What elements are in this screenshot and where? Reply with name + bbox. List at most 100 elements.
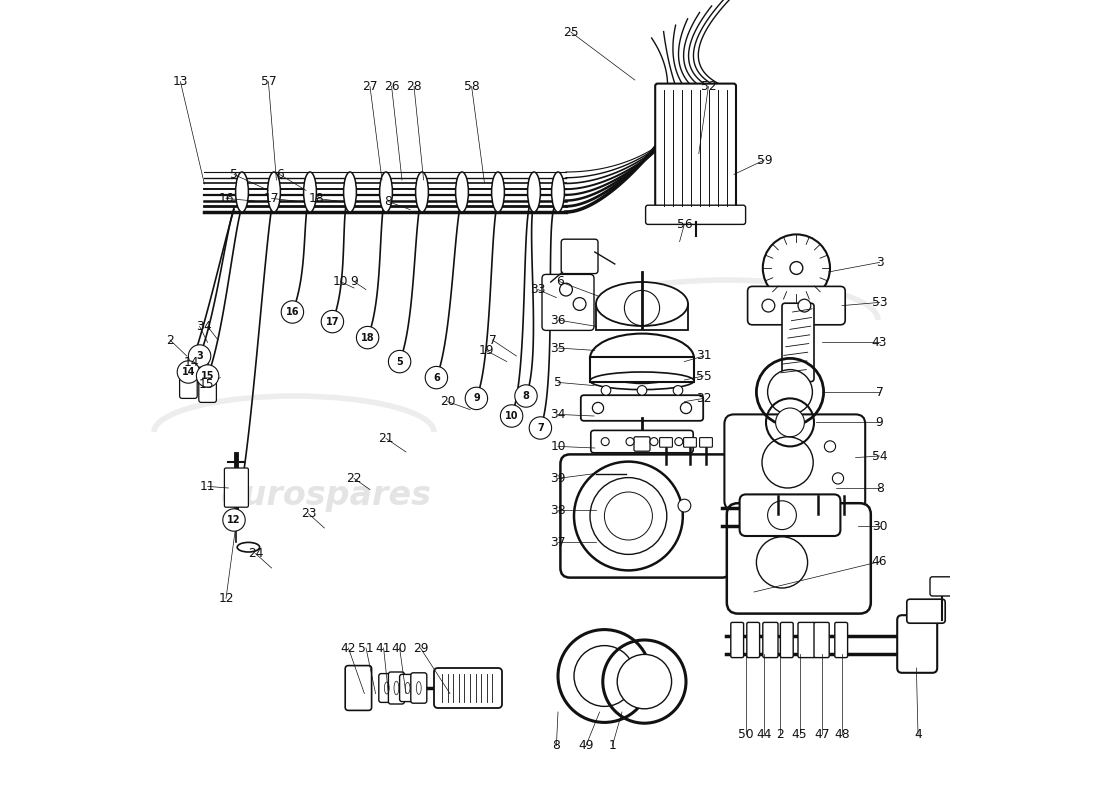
Text: 43: 43 <box>872 336 888 349</box>
Text: 18: 18 <box>361 333 374 342</box>
FancyBboxPatch shape <box>930 577 953 596</box>
Ellipse shape <box>343 172 356 212</box>
Ellipse shape <box>416 172 428 212</box>
Ellipse shape <box>590 334 694 383</box>
FancyBboxPatch shape <box>700 438 713 447</box>
FancyBboxPatch shape <box>660 438 672 447</box>
Text: 54: 54 <box>872 450 888 462</box>
Circle shape <box>650 438 658 446</box>
Text: 56: 56 <box>676 218 692 230</box>
Text: 10: 10 <box>332 275 348 288</box>
Ellipse shape <box>267 172 280 212</box>
FancyBboxPatch shape <box>748 286 845 325</box>
Text: 8: 8 <box>876 482 883 494</box>
Text: 22: 22 <box>346 472 362 485</box>
Text: 14: 14 <box>184 356 199 369</box>
Text: 32: 32 <box>696 392 712 405</box>
Circle shape <box>626 438 634 446</box>
Text: 42: 42 <box>341 642 356 654</box>
Circle shape <box>223 509 245 531</box>
Text: 47: 47 <box>814 728 829 741</box>
Text: 16: 16 <box>286 307 299 317</box>
Text: 15: 15 <box>201 371 214 381</box>
Text: 57: 57 <box>261 75 276 88</box>
Ellipse shape <box>455 172 469 212</box>
Ellipse shape <box>551 172 564 212</box>
Ellipse shape <box>379 172 393 212</box>
Text: 49: 49 <box>579 739 594 752</box>
Text: 8: 8 <box>385 195 393 208</box>
Text: 20: 20 <box>440 395 455 408</box>
Circle shape <box>177 361 199 383</box>
Ellipse shape <box>492 172 505 212</box>
Text: 4: 4 <box>914 728 922 741</box>
Text: 37: 37 <box>550 536 565 549</box>
Circle shape <box>197 365 219 387</box>
Circle shape <box>768 370 813 414</box>
FancyBboxPatch shape <box>898 615 937 673</box>
Text: 2: 2 <box>777 728 784 741</box>
FancyBboxPatch shape <box>179 370 197 398</box>
Circle shape <box>798 299 811 312</box>
FancyBboxPatch shape <box>345 666 372 710</box>
Text: 55: 55 <box>695 370 712 382</box>
Text: 8: 8 <box>552 739 560 752</box>
Circle shape <box>321 310 343 333</box>
Circle shape <box>617 654 672 709</box>
Text: 26: 26 <box>384 80 399 93</box>
FancyBboxPatch shape <box>590 357 694 382</box>
Text: 18: 18 <box>309 192 324 205</box>
Circle shape <box>674 438 683 446</box>
Text: 9: 9 <box>350 275 358 288</box>
FancyBboxPatch shape <box>656 84 736 213</box>
FancyBboxPatch shape <box>634 437 650 451</box>
Text: 30: 30 <box>872 520 888 533</box>
FancyBboxPatch shape <box>388 672 405 704</box>
Text: 7: 7 <box>876 386 883 398</box>
Text: 7: 7 <box>537 423 543 433</box>
Ellipse shape <box>235 172 249 212</box>
Text: 9: 9 <box>876 416 883 429</box>
FancyBboxPatch shape <box>591 430 693 453</box>
Circle shape <box>388 350 410 373</box>
Circle shape <box>515 385 537 407</box>
FancyBboxPatch shape <box>814 622 829 658</box>
Text: 2: 2 <box>166 334 174 346</box>
FancyBboxPatch shape <box>906 599 945 623</box>
Circle shape <box>673 386 683 395</box>
Circle shape <box>637 386 647 395</box>
Text: 41: 41 <box>376 642 392 654</box>
Text: 8: 8 <box>522 391 529 401</box>
FancyArrowPatch shape <box>550 272 562 282</box>
Text: 39: 39 <box>550 472 565 485</box>
Text: 3: 3 <box>196 351 204 361</box>
Text: 53: 53 <box>872 296 888 309</box>
Text: 4: 4 <box>204 320 211 333</box>
FancyBboxPatch shape <box>725 414 866 510</box>
Text: 15: 15 <box>198 378 213 390</box>
FancyBboxPatch shape <box>596 304 689 330</box>
Text: 17: 17 <box>264 192 279 205</box>
Text: 31: 31 <box>696 350 712 362</box>
Text: 59: 59 <box>757 154 772 166</box>
Circle shape <box>762 234 830 302</box>
FancyBboxPatch shape <box>683 438 696 447</box>
Text: 6: 6 <box>433 373 440 382</box>
Text: 34: 34 <box>550 408 565 421</box>
FancyBboxPatch shape <box>190 354 208 382</box>
Circle shape <box>500 405 522 427</box>
Circle shape <box>590 478 667 554</box>
Text: 35: 35 <box>550 342 565 354</box>
FancyBboxPatch shape <box>581 395 703 421</box>
FancyBboxPatch shape <box>747 622 760 658</box>
FancyBboxPatch shape <box>560 454 732 578</box>
Text: 24: 24 <box>248 547 263 560</box>
Circle shape <box>681 402 692 414</box>
Circle shape <box>426 366 448 389</box>
Text: 58: 58 <box>464 80 480 93</box>
FancyBboxPatch shape <box>780 622 793 658</box>
Text: 38: 38 <box>550 504 565 517</box>
Text: eurospares: eurospares <box>220 479 431 513</box>
Text: 10: 10 <box>505 411 518 421</box>
Circle shape <box>574 646 635 706</box>
